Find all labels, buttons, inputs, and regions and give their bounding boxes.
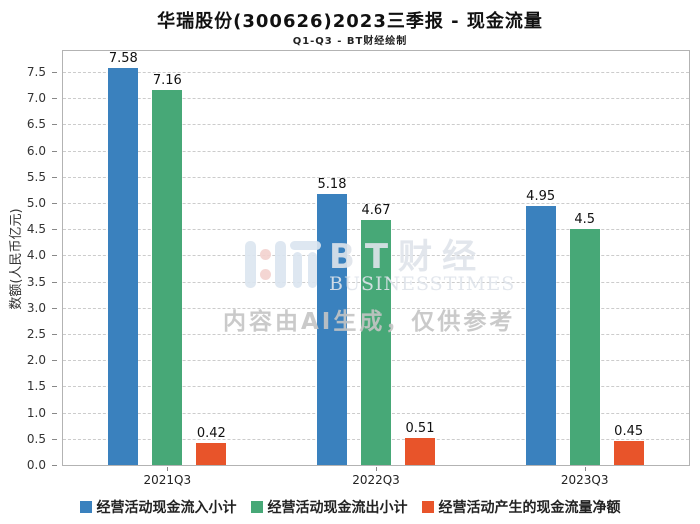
legend-item-0: 经营活动现金流入小计 [79,497,237,517]
plot-area: BT财经 BUSINESSTIMES 内容由AI生成，仅供参考 7.58 7.16… [62,50,690,466]
y-tick-label: 1.5 [26,379,46,394]
y-tick-mark [52,307,57,309]
gridline [63,71,689,73]
bar-value-label: 7.16 [152,72,182,88]
bar-value-label: 7.58 [108,50,138,66]
gridline [63,176,689,178]
y-tick-label: 7.5 [26,64,46,79]
brand-watermark-en: BUSINESSTIMES [329,273,516,295]
bar-2021Q3-s1 [152,89,183,465]
bar-2022Q3-s1 [361,220,391,465]
legend-item-1: 经营活动现金流出小计 [250,497,408,517]
y-tick-label: 7.0 [26,91,46,106]
legend-swatch-icon [79,501,92,513]
y-tick-label: 1.0 [26,405,46,420]
y-tick-mark [52,176,57,178]
bar-2021Q3-s0 [108,67,139,465]
y-tick-mark [52,98,57,100]
bar-2023Q3-s0 [525,205,556,465]
y-tick-mark [52,360,57,362]
y-tick-label: 0.0 [26,458,46,472]
y-axis: 0.0 0.5 1.0 1.5 2.0 2.5 3.0 3.5 4.0 4.5 5.0 5.5 6.0 6… [0,50,62,472]
y-tick-label: 0.5 [26,431,46,446]
legend-label: 经营活动现金流入小计 [96,500,237,516]
brand-watermark-text: BT财经 BUSINESSTIMES [329,239,515,294]
y-tick-label: 6.5 [26,117,46,132]
y-tick-label: 2.5 [26,326,46,341]
gridline [63,98,689,100]
bar-value-label: 5.18 [317,176,347,192]
y-tick-label: 4.0 [26,248,46,263]
y-tick-mark [52,333,57,335]
chart-title: 华瑞股份(300626)2023三季报 - 现金流量 [157,11,543,32]
y-tick-mark [52,202,57,204]
x-tick-label: 2021Q3 [143,473,192,487]
gridline [63,202,689,204]
y-tick-label: 3.5 [26,274,46,289]
chart-subtitle: Q1-Q3 - BT财经绘制 [292,36,408,47]
y-tick-label: 4.5 [26,222,46,237]
y-tick-label: 6.0 [26,143,46,158]
y-tick-mark [52,465,57,466]
bar-value-label: 0.42 [196,425,226,441]
y-tick-mark [52,255,57,257]
y-tick-mark [52,412,57,414]
y-tick-label: 5.5 [26,169,46,184]
bar-2021Q3-s2 [196,443,227,465]
bt-logo-icon [243,239,321,291]
x-tick-label: 2022Q3 [352,473,400,487]
legend-label: 经营活动现金流出小计 [267,500,408,516]
bar-value-label: 4.5 [574,212,595,228]
legend-label: 经营活动产生的现金流量净额 [438,500,621,516]
y-tick-mark [52,386,57,388]
y-tick-mark [52,281,57,283]
y-tick-mark [52,438,57,440]
y-tick-mark [52,124,57,126]
bar-2023Q3-s1 [569,229,600,465]
bar-2022Q3-s0 [317,193,347,465]
bar-2023Q3-s2 [613,441,644,465]
y-tick-mark [52,150,57,152]
bar-2022Q3-s2 [405,438,435,465]
x-tick-mark [584,467,586,471]
legend-swatch-icon [421,501,434,513]
x-tick-mark [376,467,377,471]
y-tick-mark [52,229,57,231]
gridline [63,150,689,152]
y-tick-label: 2.0 [26,353,46,368]
legend-item-2: 经营活动产生的现金流量净额 [421,497,621,517]
x-axis: 2021Q3 2022Q3 2023Q3 [62,467,690,489]
gridline [63,124,689,126]
legend-swatch-icon [250,501,263,513]
y-tick-label: 3.0 [26,300,46,315]
y-tick-label: 5.0 [26,195,46,210]
bar-value-label: 0.51 [405,421,435,437]
bar-value-label: 4.67 [361,203,391,219]
legend: 经营活动现金流入小计 经营活动现金流出小计 经营活动产生的现金流量净额 [0,497,700,517]
x-tick-label: 2023Q3 [560,473,609,487]
bar-value-label: 4.95 [526,188,556,204]
x-tick-mark [167,467,169,471]
brand-watermark-cn: BT财经 [329,237,487,277]
bar-value-label: 0.45 [614,424,644,440]
y-tick-mark [52,71,57,73]
